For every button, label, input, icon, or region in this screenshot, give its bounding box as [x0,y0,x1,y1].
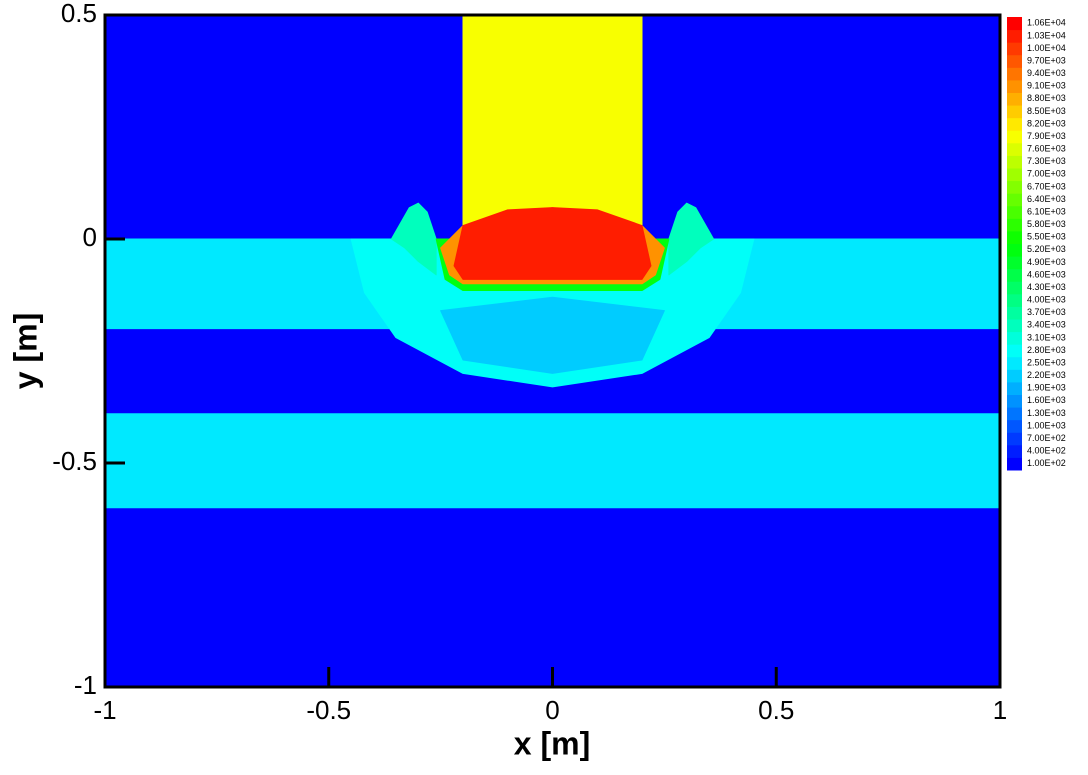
colorbar-label: 7.30E+03 [1027,156,1066,166]
colorbar-label: 9.70E+03 [1027,55,1066,65]
colorbar-label: 1.00E+03 [1027,420,1066,430]
colorbar-label: 6.40E+03 [1027,194,1066,204]
colorbar-cell [1007,281,1022,295]
y-tick-label: 0 [83,222,97,252]
x-tick-label: 1 [993,695,1007,725]
colorbar-label: 3.70E+03 [1027,307,1066,317]
colorbar-cell [1007,268,1022,282]
colorbar-cell [1007,407,1022,421]
x-axis-title: x [m] [514,725,590,761]
colorbar-cell [1007,79,1022,93]
colorbar-label: 5.80E+03 [1027,219,1066,229]
colorbar-label: 1.60E+03 [1027,395,1066,405]
colorbar-label: 1.00E+02 [1027,458,1066,468]
x-tick-label: -1 [93,695,116,725]
colorbar-cell [1007,155,1022,169]
colorbar-label: 3.40E+03 [1027,320,1066,330]
colorbar-label: 8.80E+03 [1027,93,1066,103]
colorbar-cell [1007,142,1022,156]
colorbar-label: 4.00E+03 [1027,295,1066,305]
colorbar-cell [1007,432,1022,446]
y-axis-title: y [m] [7,313,43,389]
colorbar-cell [1007,369,1022,383]
y-tick-label: -0.5 [52,446,97,476]
colorbar-cell [1007,92,1022,106]
x-tick-label: 0 [545,695,559,725]
colorbar-label: 7.00E+02 [1027,433,1066,443]
colorbar-label: 3.10E+03 [1027,332,1066,342]
colorbar-label: 7.60E+03 [1027,144,1066,154]
colorbar-label: 2.80E+03 [1027,345,1066,355]
colorbar-cell [1007,17,1022,31]
colorbar-cell [1007,168,1022,182]
colorbar-cell [1007,230,1022,244]
colorbar-cell [1007,319,1022,333]
colorbar-cell [1007,419,1022,433]
colorbar-label: 5.20E+03 [1027,244,1066,254]
contour-region [440,296,665,374]
colorbar-cell [1007,293,1022,307]
colorbar-label: 1.90E+03 [1027,383,1066,393]
colorbar-cell [1007,67,1022,81]
colorbar-label: 1.00E+04 [1027,43,1066,53]
colorbar-cell [1007,243,1022,257]
colorbar-cell [1007,117,1022,131]
colorbar-label: 5.50E+03 [1027,232,1066,242]
colorbar-label: 4.60E+03 [1027,269,1066,279]
colorbar-cell [1007,344,1022,358]
colorbar-cell [1007,256,1022,270]
colorbar-label: 9.40E+03 [1027,68,1066,78]
colorbar-cell [1007,29,1022,43]
colorbar-cell [1007,205,1022,219]
colorbar-label: 7.90E+03 [1027,131,1066,141]
colorbar-cell [1007,42,1022,56]
colorbar-label: 4.00E+02 [1027,446,1066,456]
colorbar-label: 6.70E+03 [1027,181,1066,191]
colorbar-cell [1007,457,1022,471]
colorbar-label: 2.20E+03 [1027,370,1066,380]
colorbar-cell [1007,394,1022,408]
colorbar-label: 1.03E+04 [1027,30,1066,40]
colorbar-cell [1007,331,1022,345]
contour-region [104,413,1001,509]
y-tick-label: 0.5 [61,0,97,28]
colorbar-label: 7.00E+03 [1027,169,1066,179]
colorbar-label: 6.10E+03 [1027,206,1066,216]
colorbar-label: 4.90E+03 [1027,257,1066,267]
colorbar-cell [1007,444,1022,458]
colorbar-cell [1007,130,1022,144]
colorbar-cell [1007,105,1022,119]
colorbar-label: 4.30E+03 [1027,282,1066,292]
colorbar-cell [1007,180,1022,194]
colorbar-cell [1007,356,1022,370]
x-tick-label: 0.5 [758,695,794,725]
colorbar-label: 8.20E+03 [1027,118,1066,128]
contour-region [453,207,652,280]
colorbar-cell [1007,54,1022,68]
colorbar-cell [1007,381,1022,395]
colorbar-label: 1.06E+04 [1027,18,1066,28]
colorbar-label: 8.50E+03 [1027,106,1066,116]
colorbar-label: 9.10E+03 [1027,81,1066,91]
colorbar-cell [1007,193,1022,207]
colorbar-cell [1007,218,1022,232]
colorbar-label: 1.30E+03 [1027,408,1066,418]
x-tick-label: -0.5 [306,695,351,725]
colorbar-label: 2.50E+03 [1027,357,1066,367]
colorbar-cell [1007,306,1022,320]
y-tick-label: -1 [74,670,97,700]
